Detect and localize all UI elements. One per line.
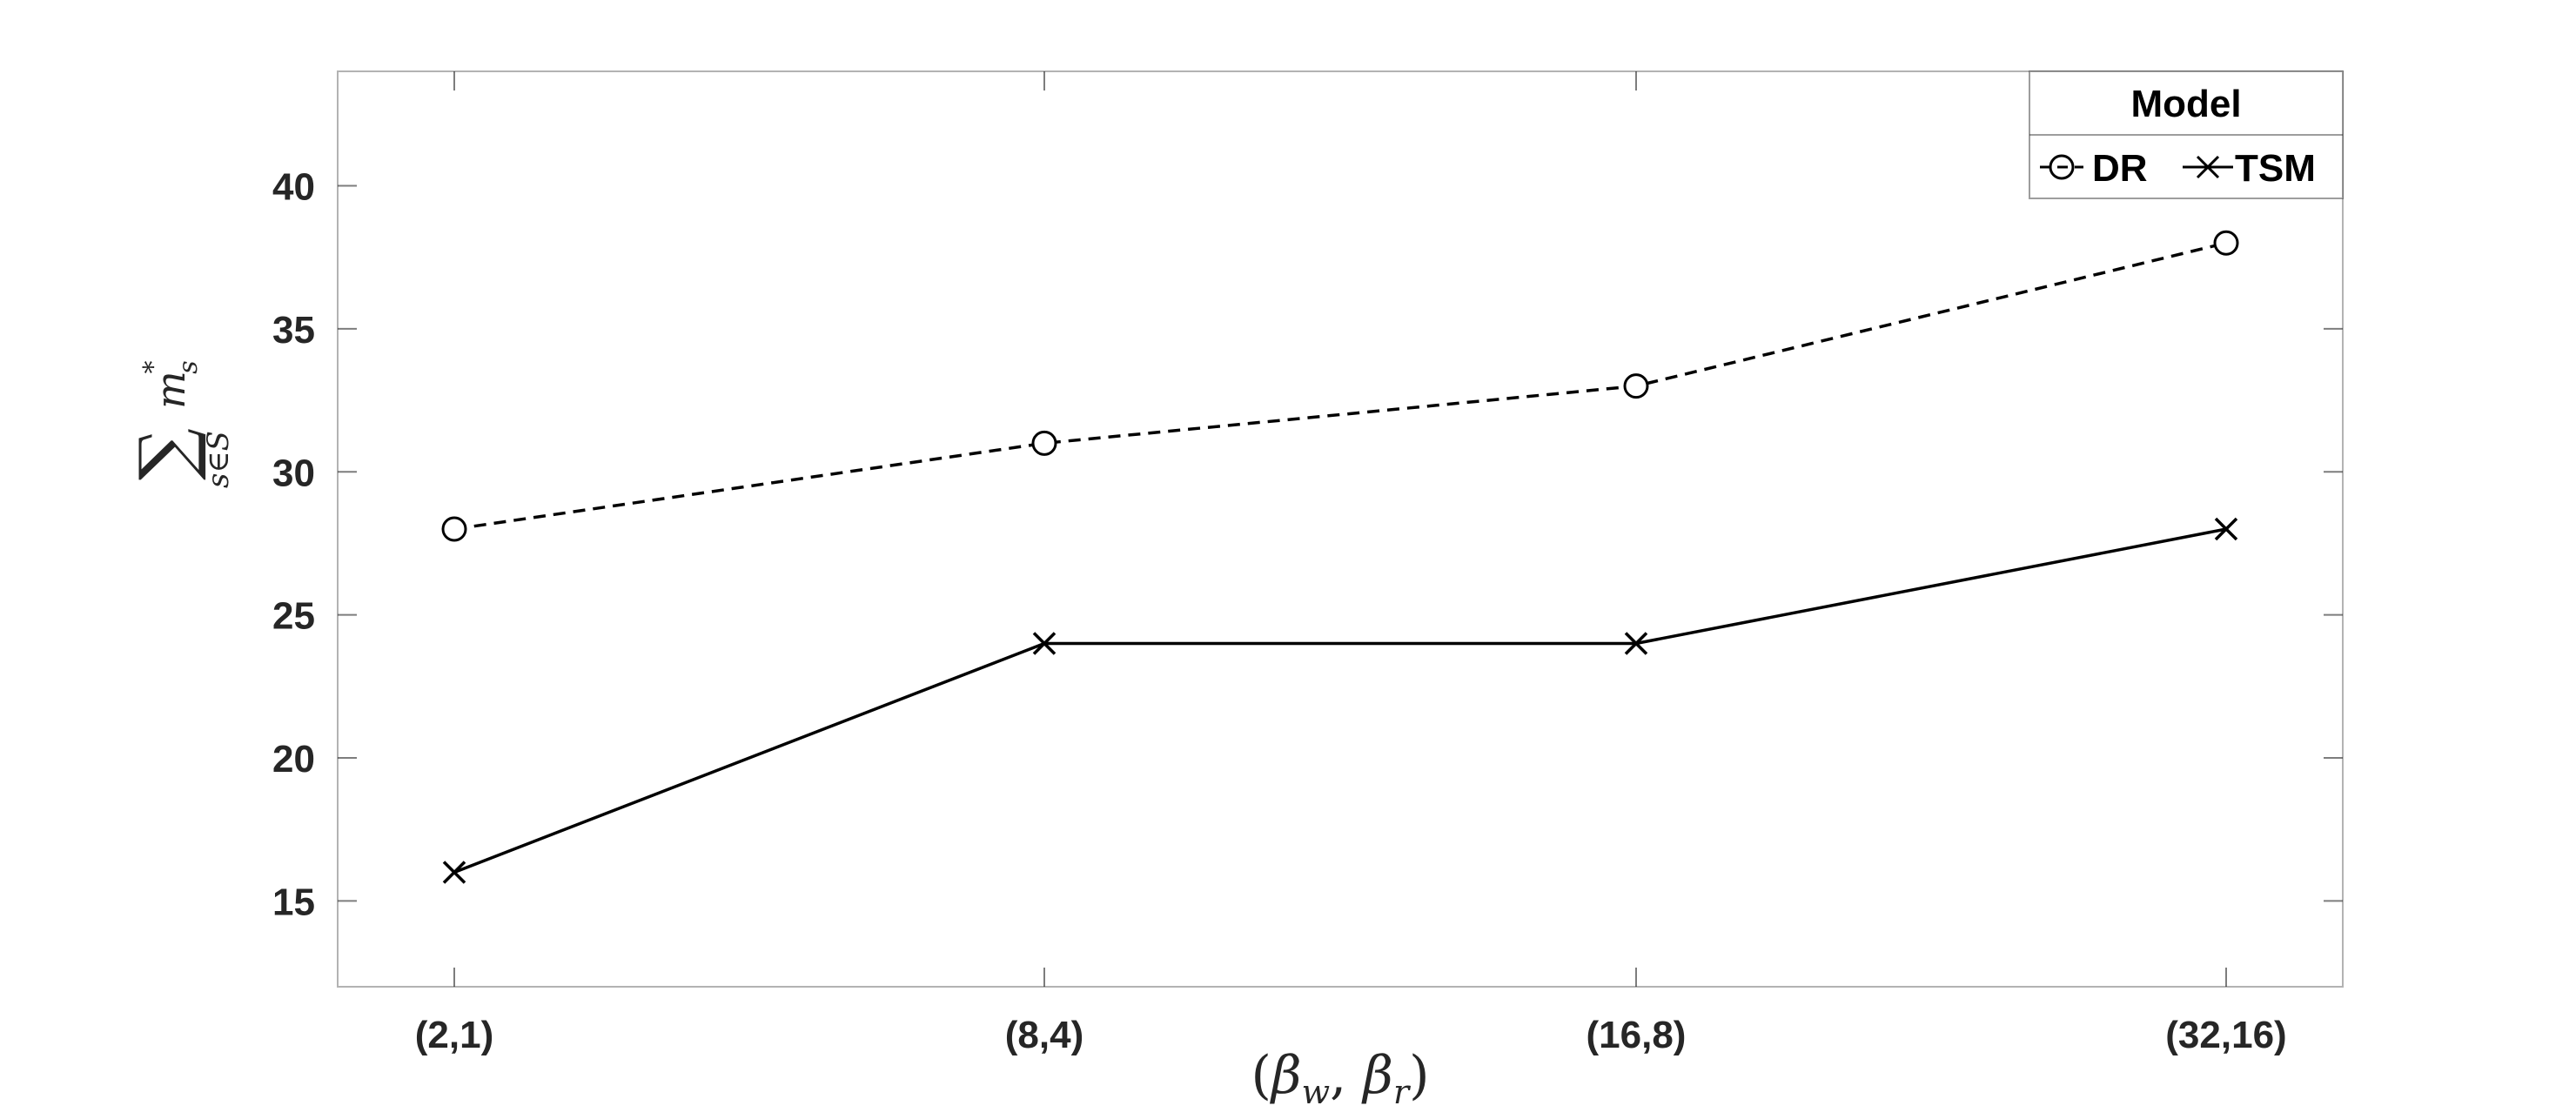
y-tick-label: 30 — [272, 452, 315, 494]
series-layer — [441, 230, 2239, 884]
data-point-tsm — [442, 861, 466, 884]
circle-marker-icon — [2049, 154, 2075, 180]
data-point-dr — [1031, 430, 1057, 456]
svg-text:m: m — [147, 371, 194, 409]
data-point-dr — [441, 516, 467, 542]
legend-label-tsm: TSM — [2235, 147, 2316, 190]
svg-text:s∈S: s∈S — [201, 431, 236, 488]
y-tick-label: 15 — [272, 881, 315, 923]
plot-area — [337, 70, 2344, 988]
y-tick-label: 25 — [272, 595, 315, 638]
x-marker-icon — [2196, 155, 2220, 179]
series-line-tsm — [453, 527, 2227, 874]
series-dr — [441, 230, 2239, 542]
x-tick-label: (32,16) — [2165, 1014, 2286, 1056]
series-tsm — [442, 517, 2238, 884]
x-axis-label: (βw, βr) — [1251, 1045, 1429, 1111]
legend-title: Model — [2130, 83, 2241, 125]
x-tick-labels: (2,1) (8,4) (16,8) (32,16) — [415, 1014, 2287, 1056]
y-tick-label: 35 — [272, 309, 315, 352]
legend-box — [2029, 70, 2344, 199]
x-tick-label: (8,4) — [1005, 1014, 1083, 1056]
x-tick-label: (16,8) — [1587, 1014, 1687, 1056]
svg-text:s: s — [173, 360, 204, 373]
legend-entry-tsm: TSM — [2183, 147, 2316, 190]
x-tick-label: (2,1) — [415, 1014, 493, 1056]
data-point-dr — [1623, 373, 1649, 399]
data-point-dr — [2213, 230, 2239, 256]
y-tick-labels: 15 20 25 30 35 40 — [272, 166, 315, 924]
y-axis-label: ∑ s∈S m * s — [124, 360, 236, 488]
legend-entry-dr: DR — [2040, 147, 2148, 190]
svg-text:∑: ∑ — [124, 428, 209, 480]
y-tick-label: 20 — [272, 738, 315, 781]
legend: Model DR TSM — [2029, 70, 2344, 199]
legend-label-dr: DR — [2092, 147, 2148, 190]
y-tick-label: 40 — [272, 166, 315, 209]
svg-text:(βw, βr): (βw, βr) — [1251, 1045, 1429, 1111]
data-point-tsm — [2214, 517, 2238, 541]
data-point-tsm — [1624, 632, 1648, 655]
data-point-tsm — [1032, 632, 1057, 655]
svg-text:*: * — [138, 361, 169, 374]
